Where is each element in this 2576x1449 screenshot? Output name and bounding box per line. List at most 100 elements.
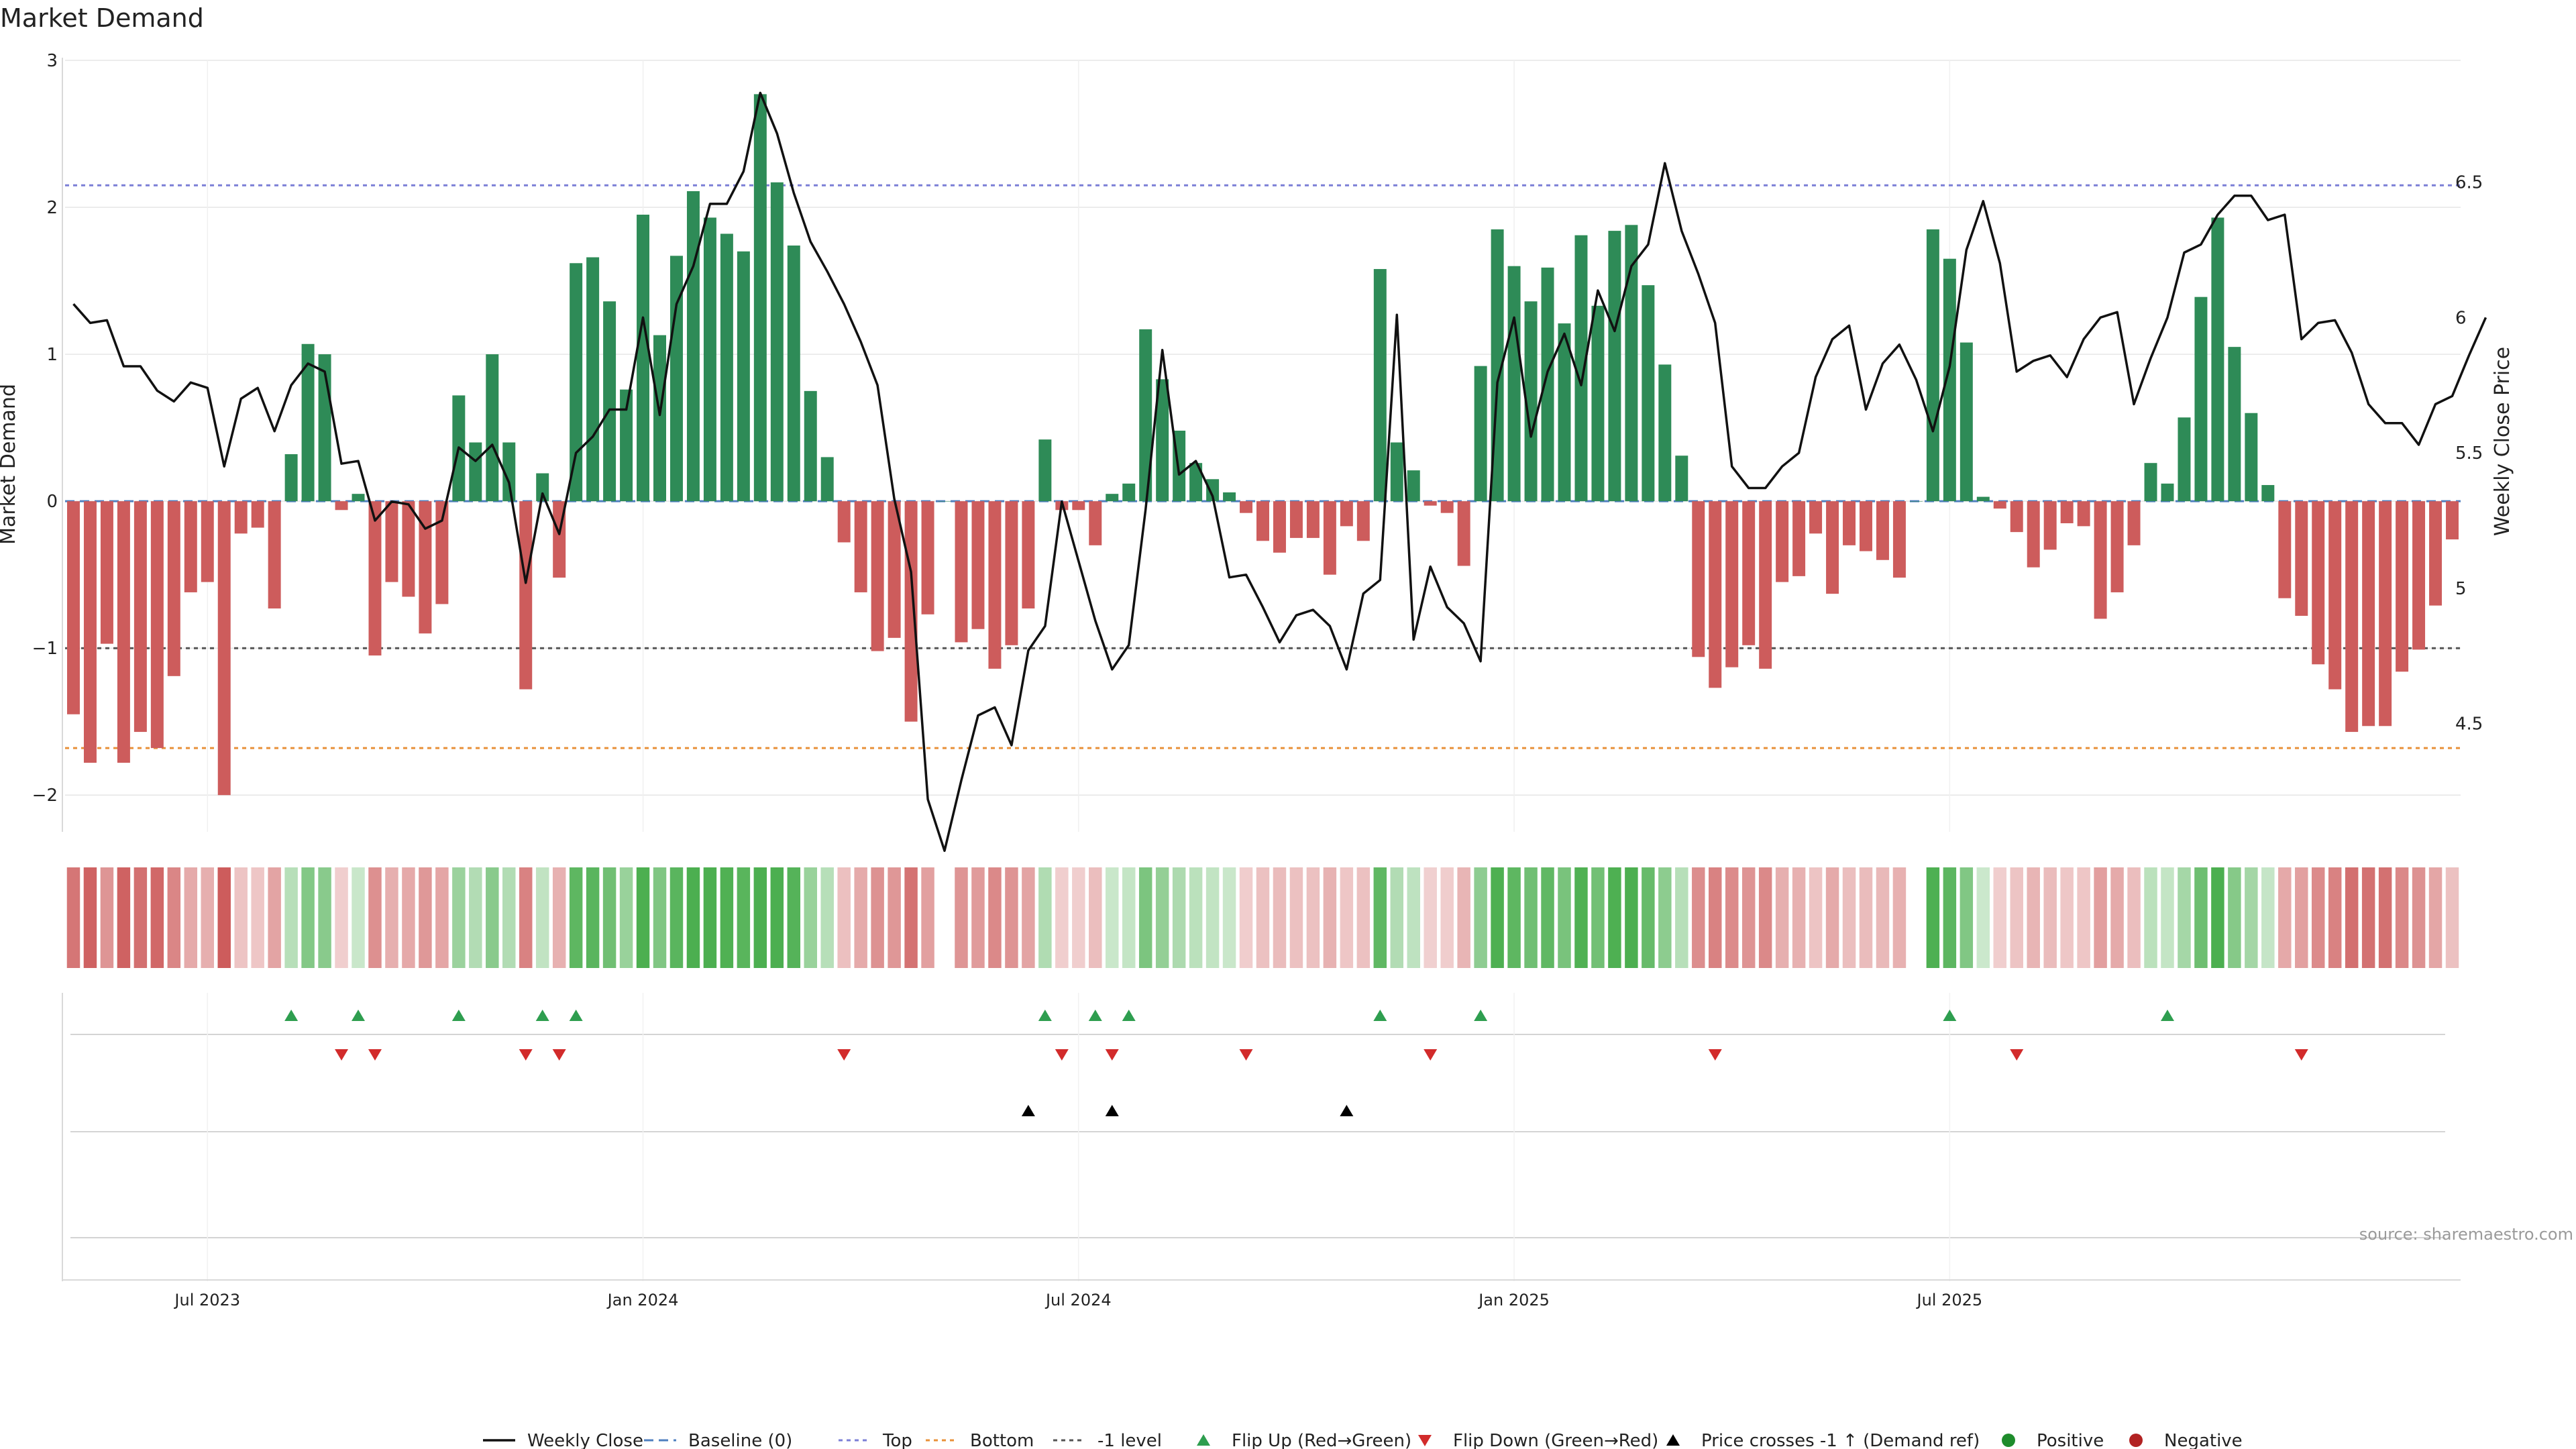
main-grid: [62, 58, 2461, 832]
heat-strip-cell: [335, 867, 348, 968]
heat-strip-cell: [2261, 867, 2275, 968]
demand-bar-positive: [1591, 305, 1605, 502]
heat-strip-cell: [2110, 867, 2124, 968]
heat-strip-cell: [301, 867, 315, 968]
demand-bar-negative: [1742, 501, 1756, 645]
heat-strip-cell: [2211, 867, 2224, 968]
heat-strip-cell: [1541, 867, 1554, 968]
demand-bar-positive: [1960, 342, 1973, 502]
heat-strip-cell: [201, 867, 215, 968]
demand-bar-positive: [620, 389, 633, 502]
heat-strip-cell: [1138, 867, 1152, 968]
heat-strip-cell: [2027, 867, 2040, 968]
demand-bar-positive: [720, 233, 733, 502]
heat-strip-cell: [2295, 867, 2308, 968]
heat-strip-cell: [502, 867, 516, 968]
heat-strip-cell: [586, 867, 600, 968]
demand-bar-negative: [2446, 501, 2459, 540]
heat-strip-cell: [268, 867, 281, 968]
heat-strip-cell: [1005, 867, 1018, 968]
demand-bar-negative: [83, 501, 97, 763]
x-tick-label: Jul 2024: [1044, 1291, 1112, 1309]
heat-strip-cell: [820, 867, 834, 968]
demand-bar-negative: [1993, 501, 2006, 509]
demand-bar-negative: [1776, 501, 1789, 582]
demand-bar-negative: [402, 501, 415, 597]
heat-strip-cell: [921, 867, 934, 968]
demand-bar-positive: [938, 501, 951, 502]
heat-strip-cell: [1591, 867, 1605, 968]
demand-bar-negative: [167, 501, 180, 676]
y2-tick-label: 5.5: [2455, 443, 2483, 464]
demand-bar-positive: [1943, 258, 1956, 502]
flip-down-marker: [2294, 1049, 2308, 1061]
heat-strip-cell: [1993, 867, 2007, 968]
demand-bar-positive: [1206, 479, 1220, 502]
demand-bar-positive: [502, 442, 516, 502]
heat-strip-cell: [2378, 867, 2392, 968]
x-tick-label: Jan 2025: [1477, 1291, 1550, 1309]
legend-symbol-triangle-up: [1197, 1434, 1210, 1446]
heat-strip-cell: [1457, 867, 1470, 968]
demand-bar-positive: [1926, 229, 1939, 502]
heat-strip-cell: [2361, 867, 2375, 968]
demand-bar-negative: [435, 501, 449, 604]
source-attribution: source: sharemaestro.com: [2359, 1225, 2573, 1244]
heat-strip-cell: [1658, 867, 1672, 968]
heat-strip-cell: [1055, 867, 1069, 968]
heat-strip-cell: [2412, 867, 2426, 968]
demand-bar-negative: [201, 501, 214, 582]
heat-strip-cell: [318, 867, 331, 968]
demand-bar-positive: [2194, 297, 2208, 502]
demand-bar-negative: [1792, 501, 1806, 576]
y-tick-label: 3: [46, 51, 58, 71]
heat-strip-cell: [1758, 867, 1772, 968]
demand-heat-strip: [66, 867, 2459, 968]
flip-up-marker: [2160, 1010, 2174, 1021]
y2-axis-label: Weekly Close Price: [2491, 347, 2514, 536]
demand-bar-negative: [921, 501, 934, 614]
heat-strip-cell: [955, 867, 968, 968]
heat-strip-cell: [452, 867, 466, 968]
flip-down-marker: [335, 1049, 349, 1061]
x-tick-label: Jan 2024: [606, 1291, 679, 1309]
demand-bar-positive: [536, 473, 549, 502]
demand-bar-positive: [1642, 285, 1655, 502]
heat-strip-cell: [1407, 867, 1420, 968]
heat-strip-cell: [2245, 867, 2258, 968]
demand-bar-negative: [268, 501, 281, 609]
heat-strip-cell: [1256, 867, 1270, 968]
legend-item: Baseline (0): [644, 1431, 792, 1449]
event-markers: [284, 1010, 2308, 1116]
heat-strip-cell: [2127, 867, 2141, 968]
y-axis-label: Market Demand: [0, 384, 20, 545]
demand-bar-negative: [2127, 501, 2141, 545]
demand-bar-positive: [703, 217, 716, 502]
heat-strip-cell: [904, 867, 918, 968]
heat-strip-cell: [1859, 867, 1873, 968]
demand-bar-negative: [2328, 501, 2342, 690]
demand-bar-positive: [770, 182, 784, 502]
heat-strip-cell: [1692, 867, 1705, 968]
demand-bar-negative: [1240, 501, 1253, 513]
flip-up-marker: [1943, 1010, 1957, 1021]
heat-strip-cell: [519, 867, 533, 968]
demand-bar-positive: [2178, 417, 2191, 502]
demand-bar-negative: [2379, 501, 2392, 727]
demand-bar-negative: [1440, 501, 1454, 513]
demand-bar-negative: [1843, 501, 1856, 545]
legend-item: Price crosses -1 ↑ (Demand ref): [1666, 1431, 1980, 1449]
heat-strip-cell: [703, 867, 717, 968]
heat-strip-cell: [1892, 867, 1907, 968]
heat-strip-cell: [787, 867, 801, 968]
heat-strip-cell: [2278, 867, 2292, 968]
heat-strip-cell: [1642, 867, 1655, 968]
demand-bar-negative: [1692, 501, 1705, 657]
demand-bar-negative: [955, 501, 968, 643]
heat-strip-cell: [569, 867, 583, 968]
demand-bar-negative: [1709, 501, 1722, 688]
price-cross-marker: [1105, 1105, 1119, 1116]
heat-strip-cell: [1960, 867, 1974, 968]
demand-bar-negative: [335, 501, 348, 511]
price-cross-marker: [1340, 1105, 1354, 1116]
